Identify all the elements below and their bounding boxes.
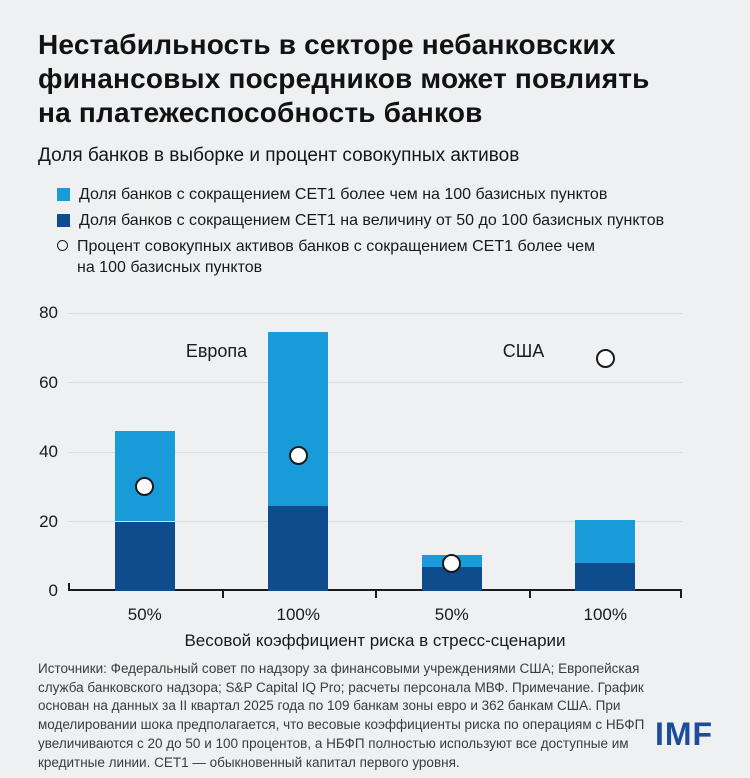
y-axis-tick-label: 40: [39, 442, 58, 461]
title-line: на платежеспособность банков: [38, 97, 483, 128]
bar-segment-light: [575, 519, 636, 564]
x-axis-category-label: 100%: [276, 605, 320, 624]
source-note: Источники: Федеральный совет по надзору …: [38, 660, 645, 772]
x-axis-tick: [68, 583, 70, 591]
source-note-line: кредитные линии. CET1 — обыкновенный кап…: [38, 754, 460, 770]
bar-segment-light: [114, 431, 175, 522]
legend-label: Доля банков с сокращением CET1 на величи…: [79, 210, 664, 231]
plot-area: Весовой коэффициент риска в стресс-сцена…: [39, 303, 682, 650]
bar-segment-light: [268, 332, 329, 506]
x-axis-title: Весовой коэффициент риска в стресс-сцена…: [184, 631, 566, 650]
legend-square-icon: [57, 188, 70, 201]
legend-square-icon: [57, 214, 70, 227]
source-note-line: служба банковского надзора; S&P Capital …: [38, 679, 644, 695]
title-line: финансовых посредников может повлиять: [38, 63, 650, 94]
legend-label-line: на 100 базисных пунктов: [77, 259, 263, 276]
gridline: [68, 312, 682, 314]
legend: Доля банков с сокращением CET1 более чем…: [57, 184, 720, 278]
legend-item: Доля банков с сокращением CET1 более чем…: [57, 184, 720, 205]
bar-segment-dark: [114, 521, 175, 591]
y-axis-tick-label: 80: [39, 303, 58, 322]
title-line: Нестабильность в секторе небанковских: [38, 29, 616, 60]
asset-share-marker: [288, 445, 308, 465]
source-note-line: Источники: Федеральный совет по надзору …: [38, 661, 640, 676]
bar-segment-dark: [268, 505, 329, 591]
x-axis-tick: [528, 591, 531, 598]
legend-label: Доля банков с сокращением CET1 более чем…: [79, 184, 607, 205]
source-note-line: увеличиваются с 20 до 50 и 100 процентов…: [38, 735, 629, 751]
x-axis-category-label: 100%: [583, 605, 627, 624]
y-axis-tick-label: 60: [39, 372, 58, 392]
page-title: Нестабильность в секторе небанковских фин…: [38, 28, 720, 130]
chart-subtitle: Доля банков в выборке и процент совокупн…: [38, 145, 520, 166]
legend-label-line: Доля банков с сокращением CET1 на величи…: [79, 212, 665, 229]
bar-segment-dark: [575, 563, 636, 591]
gridline: [68, 451, 682, 453]
legend-label-line: Доля банков с сокращением CET1 более чем…: [79, 186, 608, 203]
imf-logo: IMF: [655, 716, 714, 752]
source-note-line: моделировании шока предполагается, что в…: [38, 717, 645, 733]
x-axis-category-label: 50%: [127, 605, 162, 624]
region-label: Европа: [185, 341, 248, 361]
legend-item: Процент совокупных активов банков с сокр…: [57, 236, 720, 278]
asset-share-marker: [135, 477, 155, 497]
source-note-line: основан на данных за II квартал 2025 год…: [38, 698, 621, 714]
x-axis-tick: [221, 591, 224, 598]
region-label: США: [502, 341, 545, 361]
asset-share-marker: [442, 553, 462, 573]
legend-circle-icon: [57, 240, 68, 251]
legend-label: Процент совокупных активов банков с сокр…: [77, 236, 595, 278]
legend-label-line: Процент совокупных активов банков с сокр…: [77, 238, 595, 255]
asset-share-marker: [595, 348, 615, 368]
y-axis-tick-label: 0: [48, 581, 58, 600]
gridline: [68, 382, 682, 383]
x-axis-tick: [375, 591, 377, 598]
x-axis-tick: [680, 591, 682, 598]
gridline: [68, 521, 682, 522]
x-axis-line: [68, 589, 682, 591]
legend-item: Доля банков с сокращением CET1 на величи…: [57, 210, 720, 231]
x-axis-category-label: 50%: [434, 605, 469, 624]
y-axis-tick-label: 20: [39, 511, 58, 531]
